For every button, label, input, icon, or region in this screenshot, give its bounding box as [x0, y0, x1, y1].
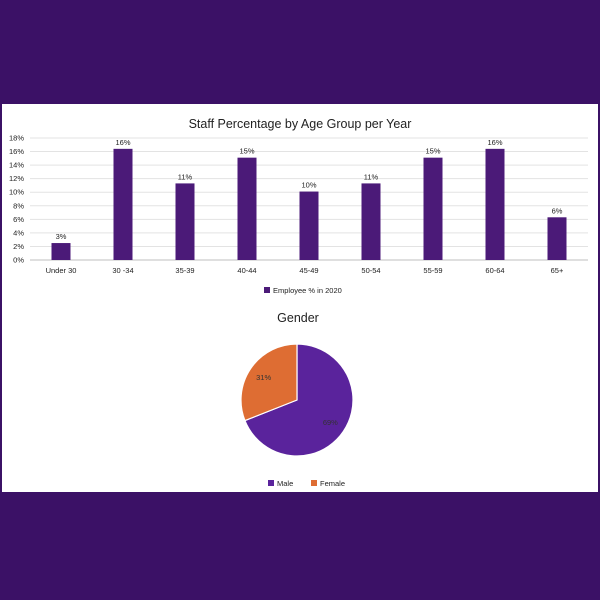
bar: [51, 243, 71, 260]
bar-y-tick-label: 4%: [13, 228, 24, 237]
pie-legend-swatch: [311, 480, 317, 486]
bar-x-tick-label: 35-39: [175, 266, 194, 275]
pie-slice: [240, 343, 298, 422]
bar-x-tick-label: 45-49: [299, 266, 318, 275]
bar-data-label: 16%: [487, 138, 502, 147]
bar-y-tick-label: 0%: [13, 256, 24, 265]
bar-y-tick-label: 6%: [13, 215, 24, 224]
pie-legend-swatch: [268, 480, 274, 486]
bar-x-tick-label: 30 -34: [112, 266, 133, 275]
pie-legend-label: Male: [277, 479, 293, 488]
pie-legend-label: Female: [320, 479, 345, 488]
bar: [361, 183, 381, 260]
bar-x-axis: Under 30 30 -34 35-39 40-44 45-49 50-54 55-59 6…: [46, 266, 564, 275]
pie-legend: Male Female: [268, 479, 345, 488]
chart-panel: Staff Percentage by Age Group per Year 0…: [2, 104, 598, 492]
bar-x-tick-label: 50-54: [361, 266, 380, 275]
bar-chart-title: Staff Percentage by Age Group per Year: [189, 117, 412, 131]
bar: [547, 217, 567, 260]
pie-data-label: 31%: [256, 373, 271, 382]
pie-slice: [244, 343, 354, 457]
bar-x-tick-label: Under 30: [46, 266, 77, 275]
bar-data-label: 6%: [552, 206, 563, 215]
bar: [423, 157, 443, 260]
bar-legend-swatch: [264, 287, 270, 293]
pie-slices: 69% 31%: [240, 343, 354, 457]
bar-y-tick-label: 16%: [9, 147, 24, 156]
bar: [299, 191, 319, 260]
bar-x-tick-label: 60-64: [485, 266, 504, 275]
bar-x-tick-label: 65+: [551, 266, 564, 275]
bar-data-label: 11%: [364, 172, 379, 181]
charts-canvas: Staff Percentage by Age Group per Year 0…: [9, 117, 588, 488]
bar-legend: Employee % in 2020: [264, 286, 342, 295]
bar: [113, 148, 133, 260]
bar-data-label: 15%: [425, 147, 440, 156]
bar-data-label: 11%: [178, 172, 193, 181]
bar-data-label: 3%: [56, 232, 67, 241]
bar-y-tick-label: 2%: [13, 242, 24, 251]
pie-data-label: 69%: [323, 418, 338, 427]
bar-data-label: 15%: [239, 147, 254, 156]
bar-data-label: 16%: [115, 138, 130, 147]
bar-y-tick-label: 8%: [13, 201, 24, 210]
bar-y-tick-label: 14%: [9, 161, 24, 170]
bar-y-tick-label: 10%: [9, 188, 24, 197]
pie-chart-title: Gender: [277, 311, 319, 325]
bar: [237, 157, 257, 260]
bar-legend-label: Employee % in 2020: [273, 286, 342, 295]
bar-x-tick-label: 55-59: [423, 266, 442, 275]
bar-y-tick-label: 12%: [9, 174, 24, 183]
bar-x-tick-label: 40-44: [237, 266, 256, 275]
bar-y-tick-label: 18%: [9, 134, 24, 143]
bar: [175, 183, 195, 260]
bar-y-axis: 0% 2% 4% 6% 8% 10% 12% 14% 16% 18%: [9, 134, 24, 265]
bar-series: 3% 16% 11% 15% 10% 11% 15% 16% 6%: [51, 138, 567, 260]
bar: [485, 148, 505, 260]
bar-data-label: 10%: [301, 181, 316, 190]
